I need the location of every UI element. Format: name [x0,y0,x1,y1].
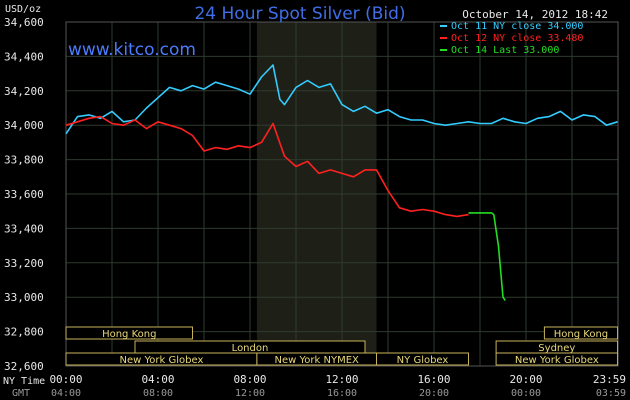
gmt-tick-label: 20:00 [419,388,449,399]
y-tick-label: 34,400 [4,50,44,63]
chart-title: 24 Hour Spot Silver (Bid) [194,4,405,24]
y-axis-ticks: 34,600 34,400 34,200 34,000 33,800 33,600 33,4… [4,16,44,373]
price-series [65,64,618,302]
legend-label: Oct 12 NY close 33.480 [451,33,583,44]
market-band-label: New York Globex [120,355,204,366]
gmt-tick-label: 08:00 [143,388,173,399]
gmt-tick-label: 00:00 [511,388,541,399]
market-band-box [543,326,619,340]
gmt-tick-label: 03:59 [596,388,626,399]
x-tick-label: 12:00 [325,373,358,386]
x-tick-label: 16:00 [417,373,450,386]
x-tick-label: 00:00 [49,373,82,386]
market-band-label: Hong Kong [554,329,608,340]
gmt-row-label: GMT [12,388,30,399]
y-tick-label: 34,200 [4,85,44,98]
plot-frame [65,21,619,367]
y-tick-label: 32,600 [4,360,44,373]
x-axis-ticks: 00:00 04:00 04:00 08:00 08:00 12:00 12:00 16:00… [49,373,626,399]
gmt-tick-label: 12:00 [235,388,265,399]
y-tick-label: 34,000 [4,119,44,132]
x-tick-label: 23:59 [593,373,626,386]
timestamp: October 14, 2012 18:42 [462,8,608,21]
ny-time-row-label: NY Time [3,376,45,387]
market-band-box [376,352,469,366]
market-band-label: Hong Kong [102,329,156,340]
series-line-oct-14 [468,212,506,302]
y-tick-label: 33,800 [4,154,44,167]
x-tick-label: 08:00 [233,373,266,386]
unit-label: USD/oz [5,4,41,15]
y-tick-label: 33,600 [4,188,44,201]
gmt-tick-label: 04:00 [51,388,81,399]
x-tick-label: 20:00 [509,373,542,386]
x-tick-label: 04:00 [141,373,174,386]
y-tick-label: 33,400 [4,222,44,235]
series-line-oct-12 [65,115,469,218]
y-tick-label: 32,800 [4,326,44,339]
y-tick-label: 33,000 [4,291,44,304]
market-band-label: London [232,343,269,354]
gmt-tick-label: 16:00 [327,388,357,399]
y-tick-label: 34,600 [4,16,44,29]
market-band-label: NY Globex [397,355,449,366]
legend-label: Oct 14 Last 33.000 [451,45,559,56]
series-line-oct-11 [65,64,618,135]
y-tick-label: 33,200 [4,257,44,270]
market-band-box [65,326,193,340]
market-band-box [495,352,619,366]
legend-label: Oct 11 NY close 34.000 [451,21,583,32]
market-band-label: New York Globex [515,355,599,366]
market-band-label: New York NYMEX [275,355,360,366]
market-band-label: Sydney [538,343,575,354]
gridlines [65,21,619,367]
website-label: www.kitco.com [68,40,196,60]
